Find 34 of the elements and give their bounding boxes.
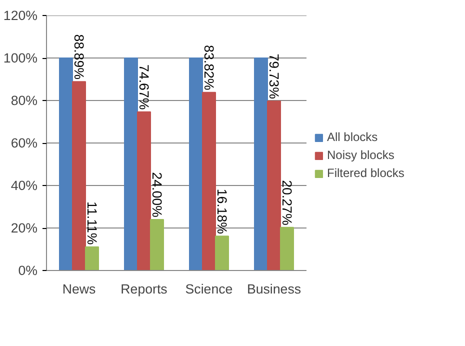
y-tick-label: 100%: [3, 50, 38, 66]
bar: [59, 58, 73, 270]
bar: [215, 236, 229, 270]
y-tick-label: 20%: [10, 220, 38, 236]
bar: [124, 58, 138, 270]
bar: [280, 226, 294, 270]
data-label: 24.00%: [150, 172, 164, 218]
bar: [189, 58, 203, 270]
legend-label: Noisy blocks: [327, 148, 394, 162]
legend-label: Filtered blocks: [327, 166, 404, 180]
y-tick-label: 0%: [18, 263, 38, 278]
bar: [267, 100, 281, 270]
data-label: 16.18%: [214, 188, 230, 234]
data-label: 11.11%: [84, 202, 100, 245]
data-label: 88.89%: [72, 34, 86, 80]
bar: [254, 58, 268, 270]
bar: [137, 111, 151, 270]
x-tick-label: News: [62, 282, 96, 296]
y-tick-label: 40%: [10, 178, 38, 193]
x-tick-label: Science: [185, 282, 233, 296]
y-tick-label: 80%: [10, 93, 38, 108]
bar: [202, 92, 216, 270]
y-tick-label: 60%: [10, 136, 38, 150]
data-label: 20.27%: [280, 180, 294, 226]
legend-label: All blocks: [327, 130, 378, 144]
bar: [85, 246, 99, 270]
bar: [150, 219, 164, 270]
data-label: 74.67%: [136, 64, 152, 110]
bar: [72, 81, 86, 270]
x-tick-label: Business: [246, 282, 302, 296]
x-tick-label: Reports: [120, 282, 168, 296]
data-label: 83.82%: [202, 45, 216, 90]
data-label: 79.73%: [266, 54, 282, 100]
y-tick-label: 120%: [3, 8, 38, 23]
